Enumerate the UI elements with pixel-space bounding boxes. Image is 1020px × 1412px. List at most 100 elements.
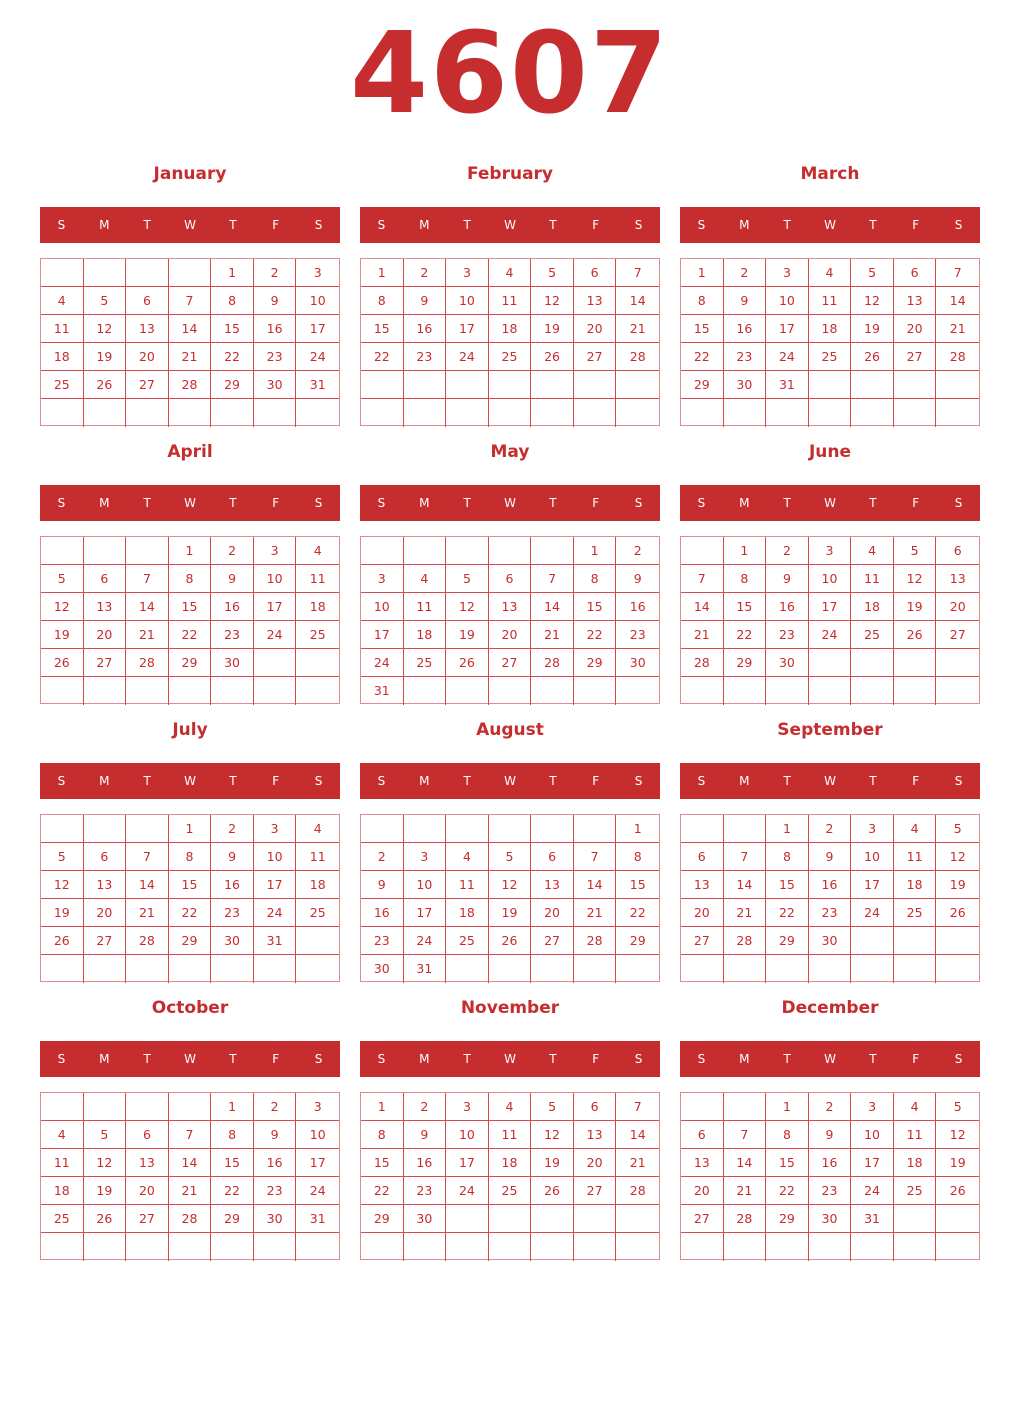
day-cell: 29: [616, 927, 659, 955]
day-cell: 22: [681, 343, 724, 371]
day-cell: 14: [616, 1121, 659, 1149]
weekday-label: M: [99, 1052, 110, 1066]
day-cell: 21: [616, 1149, 659, 1177]
day-cell: 31: [404, 955, 447, 983]
day-cell: 25: [851, 621, 894, 649]
day-cell: 9: [766, 565, 809, 593]
weekday-label: T: [549, 1052, 557, 1066]
month-title: October: [151, 998, 229, 1018]
day-cell: [894, 677, 937, 705]
weekday-label: T: [783, 218, 791, 232]
day-cell: 4: [893, 1093, 937, 1121]
weekday-label: S: [377, 218, 386, 232]
day-cell: 29: [168, 649, 212, 677]
day-cell: 27: [488, 649, 532, 677]
day-cell: 20: [681, 899, 724, 927]
weekday-label: W: [184, 218, 196, 232]
day-cell: [681, 955, 724, 983]
month-title: June: [808, 442, 852, 462]
day-cell: 16: [808, 871, 852, 899]
day-cell: 17: [361, 621, 404, 649]
day-cell: 27: [126, 1205, 169, 1233]
month-title: November: [460, 998, 560, 1018]
day-cell: 24: [446, 343, 489, 371]
day-cell: 22: [168, 621, 212, 649]
day-cell: [531, 815, 574, 843]
day-cell: [531, 537, 574, 565]
day-cell: 12: [851, 287, 894, 315]
day-cell: 4: [893, 815, 937, 843]
day-cell: 30: [211, 927, 254, 955]
weekday-label: W: [184, 496, 196, 510]
weekday-label: S: [634, 496, 643, 510]
day-cell: [573, 1205, 617, 1233]
day-cell: 29: [723, 649, 767, 677]
day-cell: [41, 537, 84, 565]
day-cell: 2: [808, 815, 852, 843]
day-cell: [574, 1233, 617, 1261]
month-title: January: [153, 164, 227, 184]
day-cell: 7: [723, 843, 767, 871]
day-cell: 20: [893, 315, 937, 343]
day-cell: 15: [573, 593, 617, 621]
day-cell: 11: [41, 315, 84, 343]
day-grid: 1 2 3 4 5 6 7 8 9 10 11 12 13 14 15 16 17 18 19 20 21 22 23 24 2…: [360, 536, 660, 705]
day-cell: [446, 399, 489, 427]
weekday-label: T: [869, 774, 877, 788]
day-cell: 24: [296, 1177, 339, 1205]
day-cell: 5: [446, 565, 489, 593]
day-cell: 24: [851, 1177, 894, 1205]
day-cell: 3: [446, 259, 489, 287]
day-cell: [446, 1233, 489, 1261]
day-cell: [936, 649, 979, 677]
day-cell: [126, 1233, 169, 1261]
day-cell: 30: [616, 649, 659, 677]
day-cell: 11: [851, 565, 894, 593]
day-cell: 21: [573, 899, 617, 927]
weekday-label: M: [739, 218, 750, 232]
day-cell: [681, 1233, 724, 1261]
day-cell: 11: [296, 843, 339, 871]
day-cell: 9: [616, 565, 659, 593]
day-cell: [169, 677, 212, 705]
day-cell: 28: [531, 649, 574, 677]
day-cell: [254, 399, 297, 427]
day-cell: 6: [126, 1121, 169, 1149]
day-cell: 28: [681, 649, 724, 677]
day-cell: [724, 955, 767, 983]
day-cell: 13: [573, 1121, 617, 1149]
day-cell: [254, 955, 297, 983]
day-cell: 7: [573, 843, 617, 871]
day-cell: 12: [41, 871, 84, 899]
day-cell: 2: [403, 259, 447, 287]
day-cell: 16: [361, 899, 404, 927]
day-cell: 21: [531, 621, 574, 649]
day-cell: [84, 677, 127, 705]
day-cell: [851, 649, 894, 677]
weekday-label: F: [592, 774, 600, 788]
day-cell: [681, 537, 724, 565]
day-cell: [936, 927, 979, 955]
weekday-label: W: [504, 218, 516, 232]
day-cell: 26: [936, 1177, 979, 1205]
day-cell: 10: [446, 287, 489, 315]
day-cell: 10: [253, 843, 297, 871]
day-cell: 31: [851, 1205, 894, 1233]
day-cell: 25: [403, 649, 447, 677]
day-cell: 16: [723, 315, 767, 343]
day-cell: 24: [361, 649, 404, 677]
weekday-label: F: [912, 774, 920, 788]
weekday-label: T: [783, 1052, 791, 1066]
day-cell: 5: [488, 843, 532, 871]
day-cell: [936, 399, 979, 427]
day-cell: 14: [531, 593, 574, 621]
month-august: August S M T W T F S 1 2 3 4 5 6 7 8 9 10 11 12 13 14 15 16 17 18…: [360, 716, 660, 986]
day-cell: 23: [211, 621, 254, 649]
weekday-label: W: [824, 1052, 836, 1066]
day-cell: 4: [296, 537, 339, 565]
day-cell: 17: [766, 315, 809, 343]
day-cell: 15: [361, 315, 404, 343]
month-january: January S M T W T F S 1 2 3 4 5 6 7 8 9 10 11 12 13 14 15 16 17 1…: [40, 160, 340, 430]
day-grid: 1 2 3 4 5 6 7 8 9 10 11 12 13 14 15 16 17 18 19 20 21 22 23 24 2…: [680, 814, 980, 983]
